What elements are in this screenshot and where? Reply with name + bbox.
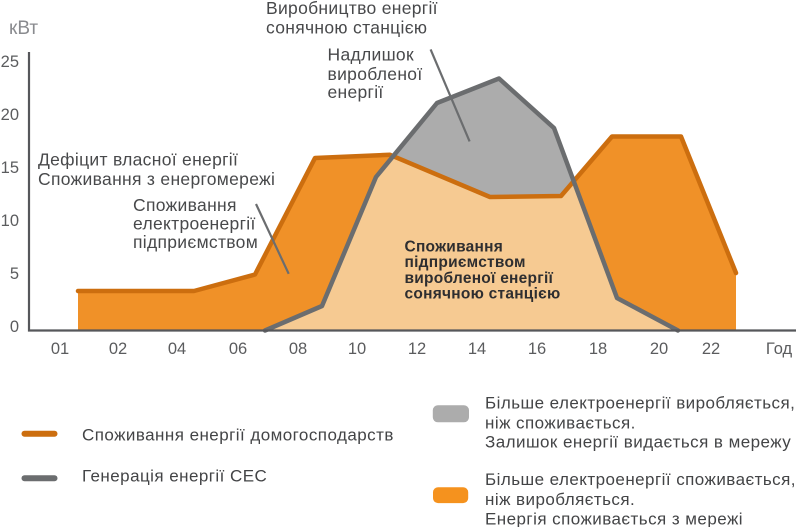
svg-text:ніж споживається.: ніж споживається. <box>485 413 636 432</box>
svg-text:5: 5 <box>10 265 19 283</box>
svg-text:енергії: енергії <box>328 82 384 102</box>
svg-text:виробленої енергії: виробленої енергії <box>405 270 554 287</box>
svg-text:20: 20 <box>650 340 668 358</box>
svg-text:10: 10 <box>348 340 366 358</box>
svg-text:Споживання з енергомережі: Споживання з енергомережі <box>38 169 275 189</box>
svg-text:25: 25 <box>1 53 19 71</box>
svg-text:20: 20 <box>1 106 19 124</box>
svg-text:08: 08 <box>289 340 307 358</box>
svg-text:15: 15 <box>1 159 19 177</box>
svg-text:12: 12 <box>408 340 426 358</box>
svg-text:01: 01 <box>51 340 69 358</box>
svg-text:16: 16 <box>528 340 546 358</box>
svg-text:Виробництво енергії: Виробництво енергії <box>266 0 438 18</box>
svg-text:Більше електроенергії споживає: Більше електроенергії споживається, <box>485 470 796 489</box>
svg-text:підприємством: підприємством <box>405 254 526 271</box>
svg-text:ніж виробляється.: ніж виробляється. <box>485 490 635 509</box>
svg-text:виробленої: виробленої <box>328 64 423 84</box>
svg-text:електроенергії: електроенергії <box>133 214 256 234</box>
svg-text:02: 02 <box>109 340 127 358</box>
svg-text:Споживання: Споживання <box>405 239 504 256</box>
svg-text:Генерація енергії СЕС: Генерація енергії СЕС <box>82 466 267 485</box>
svg-text:Більше електроенергії виробляє: Більше електроенергії виробляється, <box>485 393 795 412</box>
svg-text:10: 10 <box>1 212 19 230</box>
svg-text:Енергія споживається з мережі: Енергія споживається з мережі <box>485 509 743 527</box>
svg-text:14: 14 <box>468 340 486 358</box>
svg-text:Споживання енергії домогоспода: Споживання енергії домогосподарств <box>82 426 394 445</box>
svg-text:06: 06 <box>229 340 247 358</box>
svg-text:04: 04 <box>168 340 186 358</box>
svg-text:22: 22 <box>702 340 720 358</box>
svg-text:0: 0 <box>10 318 19 336</box>
svg-text:Год: Год <box>766 340 793 358</box>
svg-text:підприємством: підприємством <box>133 232 258 252</box>
svg-text:сонячною станцією: сонячною станцією <box>405 286 561 303</box>
svg-text:сонячною станцією: сонячною станцією <box>266 17 427 37</box>
svg-text:кВт: кВт <box>9 18 38 39</box>
svg-text:Залишок енергії видається в ме: Залишок енергії видається в мережу <box>485 433 791 452</box>
svg-text:Надлишок: Надлишок <box>328 45 414 65</box>
svg-text:Споживання: Споживання <box>133 195 237 215</box>
svg-text:Дефіцит власної енергії: Дефіцит власної енергії <box>38 149 238 169</box>
svg-text:18: 18 <box>589 340 607 358</box>
